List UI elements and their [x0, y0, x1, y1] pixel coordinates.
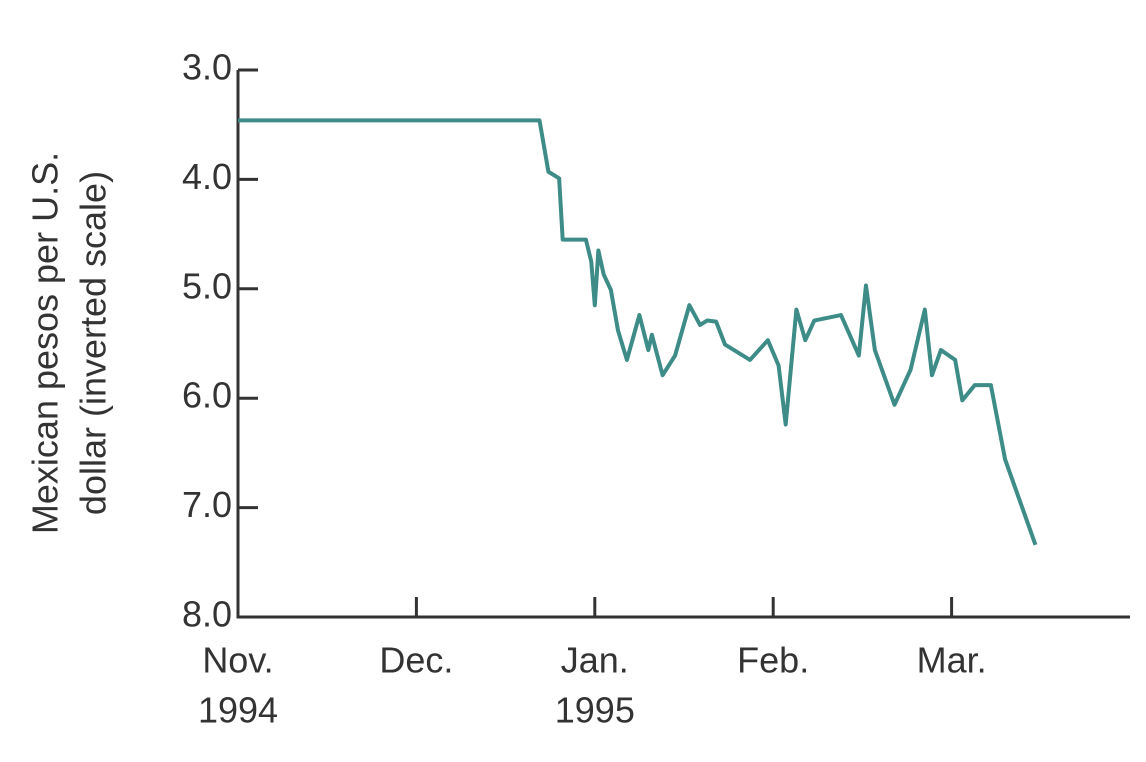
y-tick-label: 7.0	[182, 484, 232, 525]
x-tick-label: 1994	[198, 690, 278, 731]
line	[238, 118, 1038, 546]
y-tick-label: 6.0	[182, 375, 232, 416]
x-tick-label: Jan.	[561, 640, 629, 681]
y-tick-label: 4.0	[182, 156, 232, 197]
y-tick-label: 5.0	[182, 265, 232, 306]
x-tick-label: Nov.	[202, 640, 273, 681]
y-axis-label: Mexican pesos per U.S.	[25, 152, 66, 534]
y-tick-label: 8.0	[182, 594, 232, 635]
x-tick-label: Dec.	[379, 640, 453, 681]
x-tick-label: Mar.	[917, 640, 987, 681]
y-tick-label: 3.0	[182, 47, 232, 88]
x-tick-label: Feb.	[737, 640, 809, 681]
x-tick-label: 1995	[555, 690, 635, 731]
y-axis-label: dollar (inverted scale)	[73, 171, 114, 515]
